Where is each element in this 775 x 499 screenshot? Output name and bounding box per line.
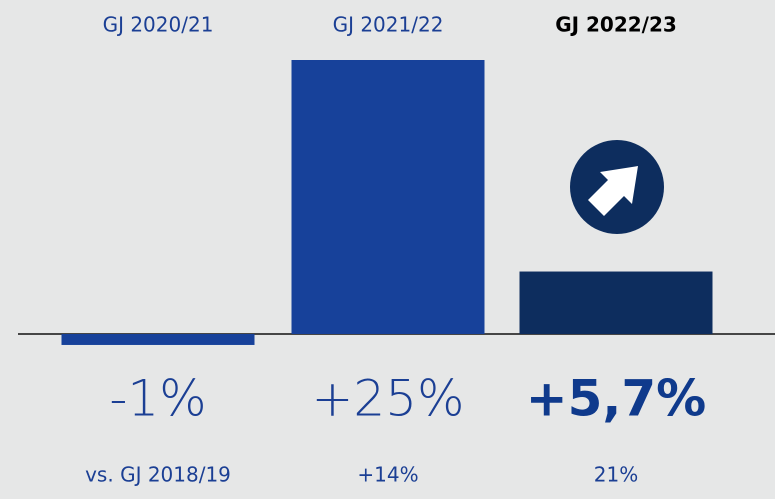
value-label: -1%: [109, 370, 206, 428]
value-label: +5,7%: [526, 370, 707, 428]
icon-arrow: [588, 166, 638, 216]
category-label: GJ 2022/23: [555, 13, 677, 37]
comparison-label: +14%: [357, 463, 418, 487]
category-label: GJ 2020/21: [103, 13, 214, 37]
comparison-label: vs. GJ 2018/19: [85, 463, 231, 487]
category-label: GJ 2021/22: [333, 13, 444, 37]
bar: [519, 271, 713, 334]
trend-icon: [570, 140, 664, 234]
value-label: +25%: [311, 370, 464, 428]
bar: [61, 334, 255, 345]
bar: [291, 60, 485, 334]
comparison-label: 21%: [594, 463, 638, 487]
